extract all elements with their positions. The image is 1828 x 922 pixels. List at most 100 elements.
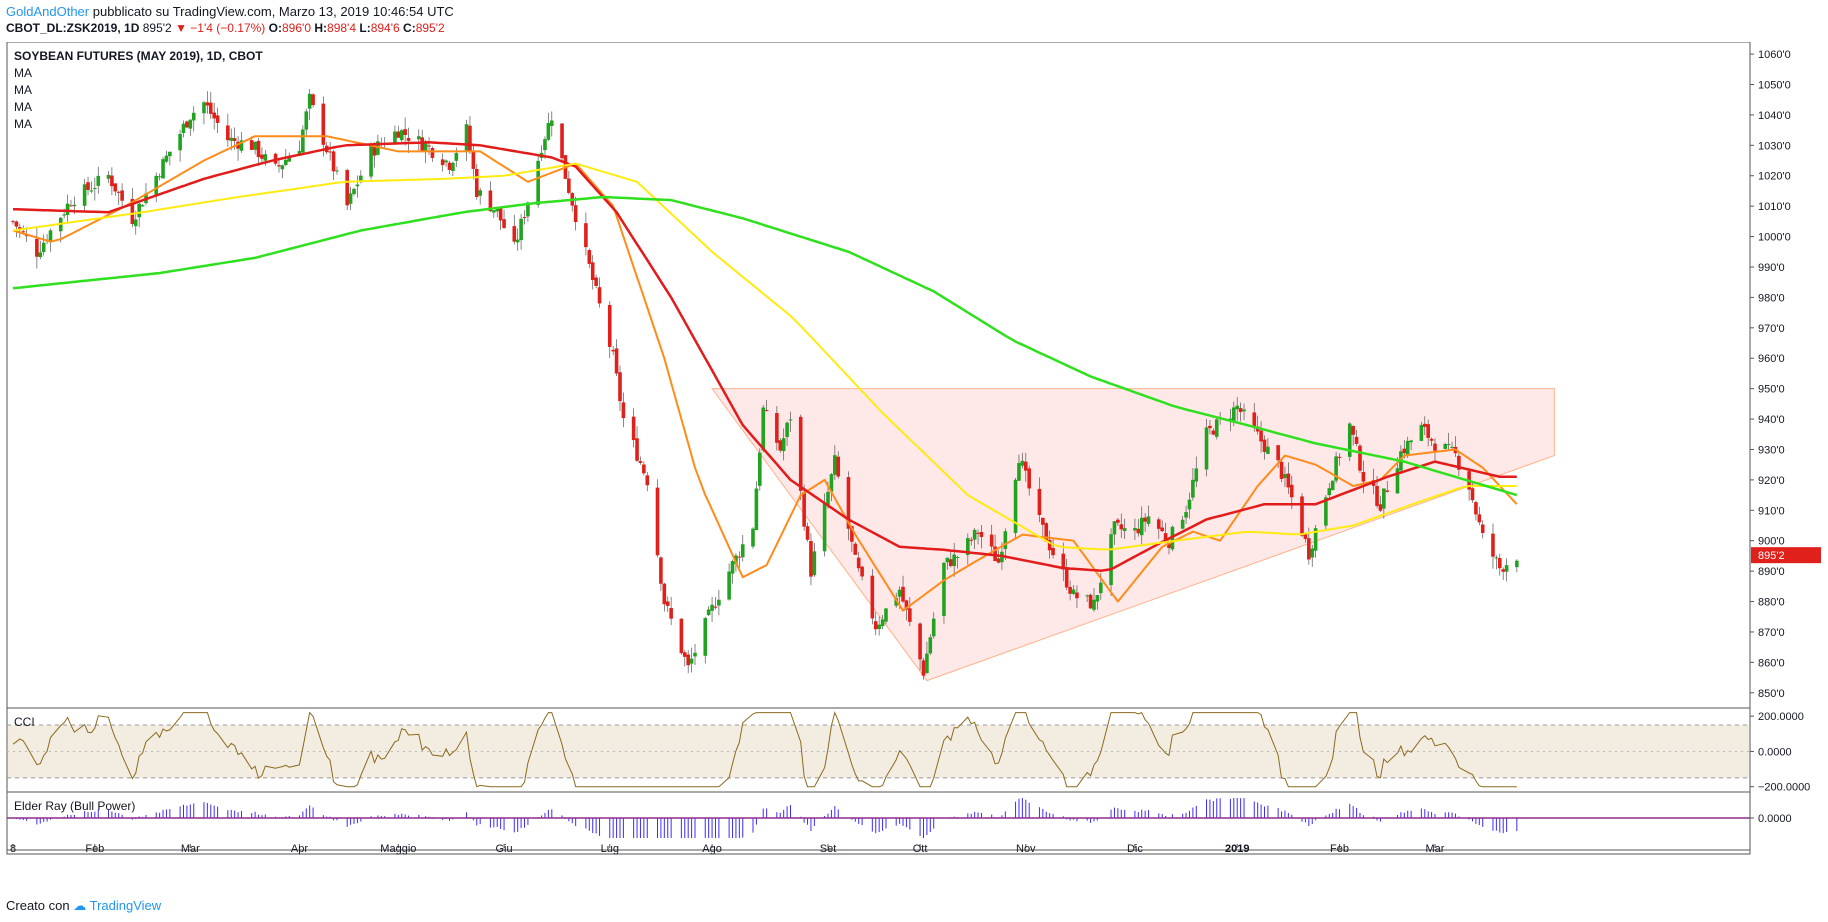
candle [1085, 595, 1089, 597]
candle [972, 529, 977, 540]
candle [802, 491, 806, 527]
candle [1027, 468, 1032, 489]
candle [495, 208, 500, 212]
candle [1334, 456, 1338, 481]
chart-canvas[interactable]: 850'0 860'0 870'0 880'0 890'0 900'0 910'0 920'0… [0, 42, 1828, 892]
publish-line: GoldAndOther pubblicato su TradingView.c… [6, 4, 454, 19]
candle [1099, 582, 1103, 594]
candle [856, 557, 861, 569]
candle [1358, 445, 1362, 471]
candle [1405, 440, 1410, 455]
candle [976, 532, 980, 534]
candle [781, 438, 786, 452]
candle [788, 419, 793, 421]
candle [584, 223, 588, 248]
candle [549, 120, 554, 126]
candle [69, 205, 73, 207]
candle [1501, 569, 1506, 572]
candle [65, 203, 70, 215]
candle [454, 153, 459, 161]
candle [352, 188, 356, 195]
candle [1252, 412, 1257, 427]
candle [287, 157, 292, 162]
candle [18, 227, 22, 229]
candle [451, 162, 455, 171]
candle [263, 154, 268, 161]
price-tick-label: 860'0 [1758, 657, 1785, 669]
high-label: H: [314, 21, 328, 35]
candle [836, 456, 841, 477]
candle [1310, 548, 1315, 558]
candle [1003, 531, 1008, 549]
price-tick-label: 900'0 [1758, 536, 1785, 548]
candle [826, 491, 830, 506]
candle [693, 652, 697, 657]
candle [758, 452, 762, 486]
created-with-text: Creato con [6, 898, 70, 913]
candle [1133, 528, 1137, 531]
price-tick-label: 1030'0 [1758, 140, 1791, 152]
candle [1504, 565, 1509, 572]
candle [14, 221, 19, 227]
candle [1313, 528, 1318, 551]
candle [1208, 425, 1212, 429]
candle [1064, 567, 1069, 588]
candle [226, 125, 230, 141]
price-tick-label: 910'0 [1758, 505, 1785, 517]
candle [761, 407, 766, 451]
candle [897, 589, 902, 597]
candle [546, 123, 551, 140]
candle [1515, 560, 1519, 568]
candle [1337, 456, 1342, 458]
candle [955, 556, 960, 558]
candle [1289, 484, 1294, 498]
candle [645, 475, 650, 486]
candle [416, 136, 421, 140]
candle [348, 193, 353, 204]
candle [447, 162, 452, 170]
time-tick-label: Apr [291, 843, 308, 855]
candle [372, 146, 377, 156]
candle [1075, 592, 1079, 599]
candle [253, 141, 257, 150]
down-arrow-icon: ▼ [175, 21, 187, 35]
candle [1204, 427, 1209, 470]
candle [1347, 423, 1352, 457]
candle [396, 131, 401, 138]
candle [686, 654, 690, 666]
triangle-pattern [711, 388, 1555, 682]
tradingview-brand[interactable]: TradingView [89, 898, 162, 913]
author-link[interactable]: GoldAndOther [6, 4, 90, 19]
price-tick-label: 880'0 [1758, 597, 1785, 609]
candle [979, 531, 984, 538]
candle [1477, 514, 1482, 523]
candle [717, 599, 721, 606]
candle [430, 148, 435, 158]
candle [1378, 504, 1383, 511]
price-tick-label: 870'0 [1758, 627, 1785, 639]
candle [1116, 519, 1120, 523]
candle [812, 551, 817, 576]
cci-title: CCI [14, 715, 35, 729]
candle [157, 176, 162, 178]
candle [805, 526, 810, 540]
candle [993, 546, 997, 562]
candle [1163, 533, 1168, 541]
open-label: O: [268, 21, 282, 35]
candle [945, 557, 950, 563]
tradingview-logo-icon[interactable]: ☁ [73, 898, 87, 913]
candle [1450, 446, 1454, 448]
candle [277, 165, 281, 167]
time-tick-label: Mar [181, 843, 200, 855]
candle [1470, 488, 1475, 501]
symbol-name: CBOT_DL:ZSK2019, 1D [6, 21, 140, 35]
candle [798, 416, 803, 491]
candle [573, 205, 578, 223]
candle [406, 137, 411, 141]
candle [11, 221, 15, 223]
candle [1474, 502, 1478, 515]
candle [1443, 444, 1448, 449]
candle [611, 349, 615, 352]
candle [1402, 448, 1407, 454]
candle [740, 544, 745, 558]
